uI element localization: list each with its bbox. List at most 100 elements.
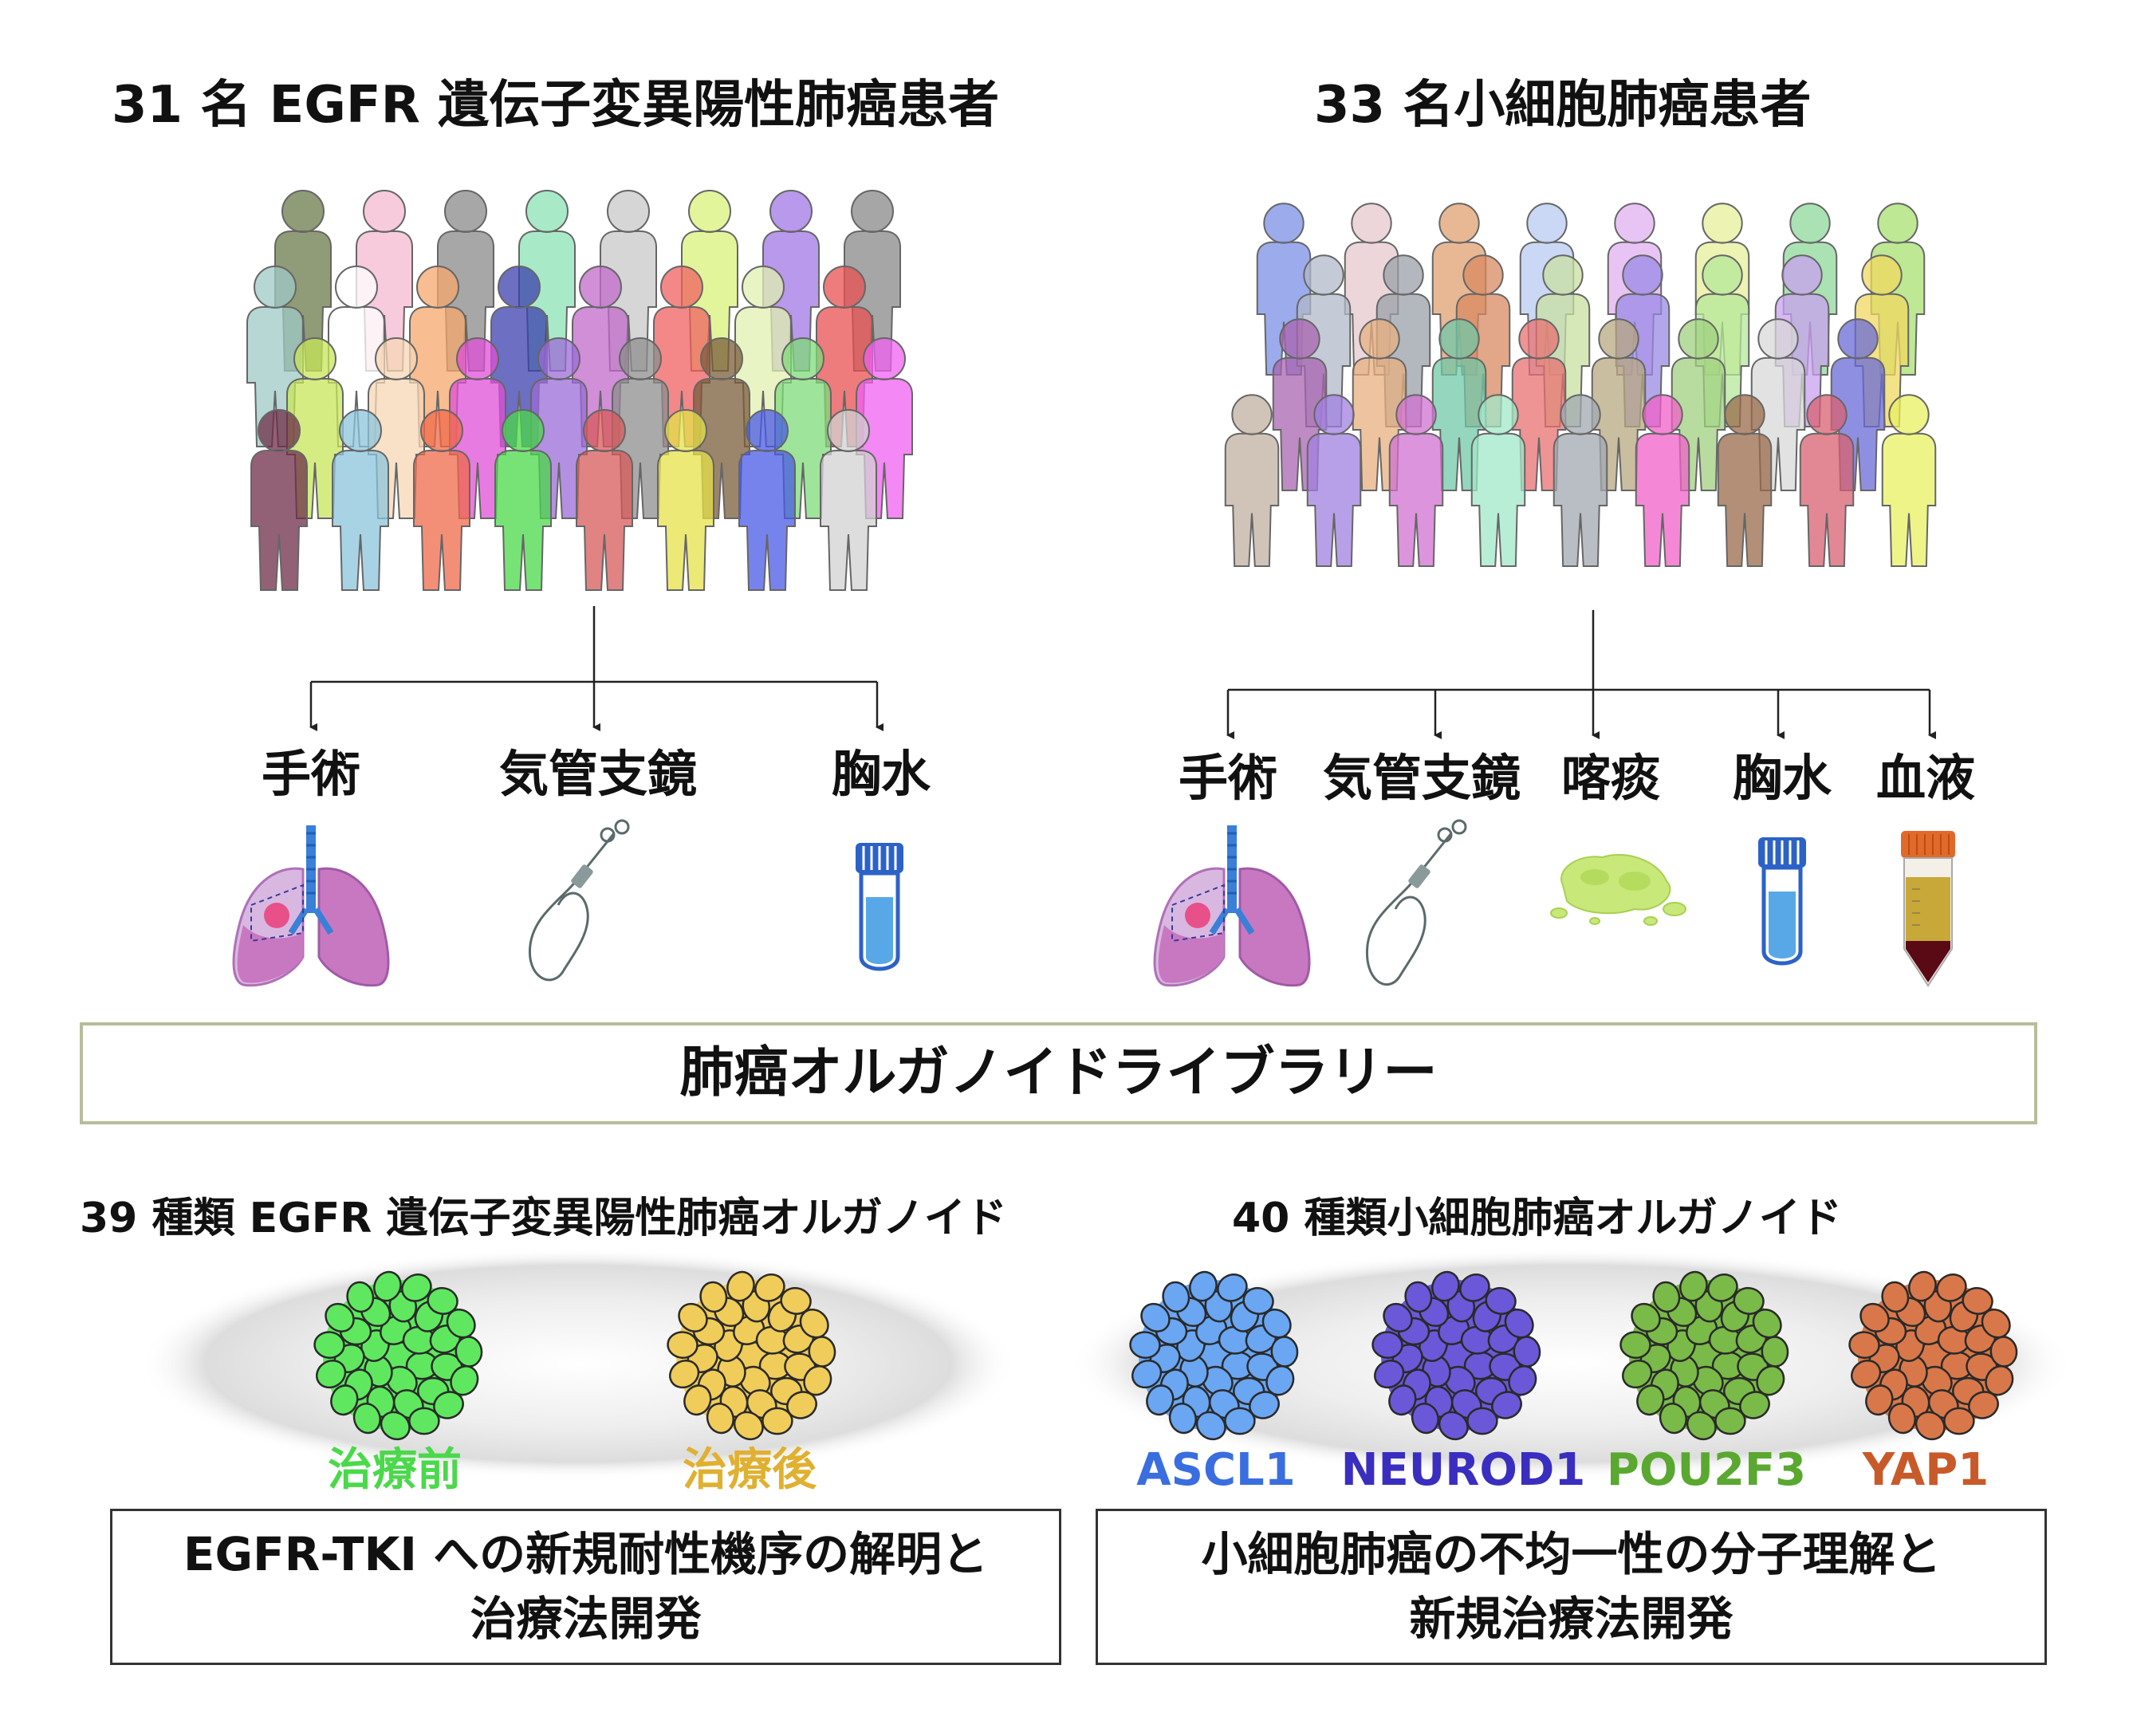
cell (315, 1360, 347, 1389)
label-neurod1: NEUROD1 (1340, 1444, 1586, 1496)
organoid-yap1-icon (1848, 1270, 2018, 1441)
label-pou2f3: POU2F3 (1606, 1444, 1807, 1496)
cell (799, 1309, 829, 1339)
cell (325, 1302, 355, 1333)
cell (352, 1403, 381, 1435)
cell (1915, 1411, 1946, 1441)
label-post-treatment: 治療後 (683, 1444, 817, 1496)
cell (667, 1331, 699, 1359)
sclc-organoid-subtitle: 40 種類小細胞肺癌オルガノイド (1232, 1195, 1842, 1242)
organoid-post-treatment-icon (667, 1270, 836, 1441)
patient-figure-icon (250, 409, 308, 591)
cell (1981, 1309, 2011, 1339)
cell (761, 1407, 793, 1435)
cell (1388, 1384, 1417, 1416)
sclc-goal-box: 小細胞肺癌の不均一性の分子理解と 新規治療法開発 (1096, 1509, 2047, 1665)
cell (1485, 1286, 1517, 1315)
right-source-bronchoscopy: 気管支鏡 (1322, 749, 1521, 807)
cell (1619, 1331, 1651, 1359)
cell (1636, 1384, 1665, 1416)
egfr-organoid-subtitle: 39 種類 EGFR 遺伝子変異陽性肺癌オルガノイド (80, 1195, 1007, 1242)
pleural-effusion-tube-icon (1758, 837, 1806, 966)
sclc-goal-line1: 小細胞肺癌の不均一性の分子理解と (1201, 1526, 1942, 1581)
patient-figure-icon (576, 409, 633, 591)
cell (1189, 1270, 1218, 1302)
cell (1968, 1391, 1999, 1419)
egfr-goal-line1: EGFR-TKI への新規耐性機序の解明と (183, 1526, 989, 1581)
cell (678, 1302, 708, 1333)
cell (1943, 1407, 1975, 1435)
patient-figure-icon (1511, 318, 1567, 491)
patient-figure-icon (1552, 394, 1608, 567)
lung-icon (1153, 825, 1311, 987)
cell (1431, 1270, 1460, 1302)
cell (1242, 1286, 1274, 1315)
right-panel-title: 33 名小細胞肺癌患者 (1314, 76, 1812, 135)
cell (1621, 1360, 1653, 1389)
cell (1733, 1286, 1765, 1315)
right-organoid-shadow (1068, 1248, 2073, 1479)
egfr-goal-box: EGFR-TKI への新規耐性機序の解明と 治療法開発 (110, 1509, 1061, 1665)
left-source-pleural-effusion: 胸水 (831, 745, 931, 803)
patient-figure-icon (738, 409, 796, 591)
organoid-ascl1-icon (1129, 1270, 1299, 1441)
patient-figure-icon (1388, 394, 1444, 567)
patient-figure-icon (1306, 394, 1362, 567)
cell (1249, 1391, 1280, 1419)
bronchoscope-icon (529, 819, 630, 982)
cell (1865, 1384, 1894, 1416)
cell (401, 1273, 432, 1302)
pleural-effusion-tube-icon (856, 843, 903, 971)
cell (706, 1403, 734, 1435)
patient-figure-icon (657, 409, 714, 591)
cell (1962, 1286, 1993, 1315)
cell (1438, 1411, 1469, 1441)
cell (1383, 1302, 1413, 1333)
cell (1146, 1384, 1175, 1416)
cell (1859, 1302, 1890, 1333)
cell (1491, 1391, 1522, 1419)
patient-figure-icon (1635, 394, 1690, 567)
cell (683, 1384, 712, 1416)
left-panel-title: 31 名 EGFR 遺伝子変異陽性肺癌患者 (112, 76, 1000, 135)
cell (1631, 1302, 1661, 1333)
bronchoscope-icon (1365, 819, 1467, 986)
cell (408, 1407, 440, 1435)
sputum-icon (1550, 853, 1686, 926)
patient-figure-icon (332, 409, 389, 591)
sclc-goal-line2: 新規治療法開発 (1409, 1592, 1734, 1646)
cell (1504, 1309, 1534, 1339)
patient-figure-icon (1470, 394, 1526, 567)
left-source-bronchoscopy: 気管支鏡 (498, 745, 698, 803)
cell (1371, 1331, 1403, 1359)
cell (446, 1309, 476, 1339)
cell (780, 1286, 812, 1315)
cell (726, 1270, 755, 1302)
patient-figure-icon (413, 409, 470, 591)
cell (1707, 1273, 1738, 1302)
cell (1652, 1281, 1681, 1313)
cell (754, 1273, 785, 1302)
cell (1887, 1403, 1916, 1435)
cell (1659, 1403, 1687, 1435)
left-source-surgery: 手術 (261, 745, 361, 803)
cell (1466, 1407, 1498, 1435)
patient-figure-icon (1224, 394, 1280, 567)
cell (1459, 1273, 1490, 1302)
blood-tube-icon (1901, 831, 1955, 987)
cell (1411, 1403, 1439, 1435)
cell (427, 1286, 458, 1315)
cell (786, 1391, 817, 1419)
cell (1195, 1411, 1226, 1441)
organoid-pre-treatment-icon (313, 1270, 483, 1441)
cell (433, 1391, 464, 1419)
cell (668, 1360, 700, 1389)
cell (1217, 1273, 1248, 1302)
cell (373, 1270, 402, 1302)
cell (1224, 1407, 1256, 1435)
organoid-library-label: 肺癌オルガノイドライブラリー (679, 1041, 1438, 1105)
cell (330, 1384, 359, 1416)
cell (313, 1331, 345, 1359)
cell (1373, 1360, 1405, 1389)
